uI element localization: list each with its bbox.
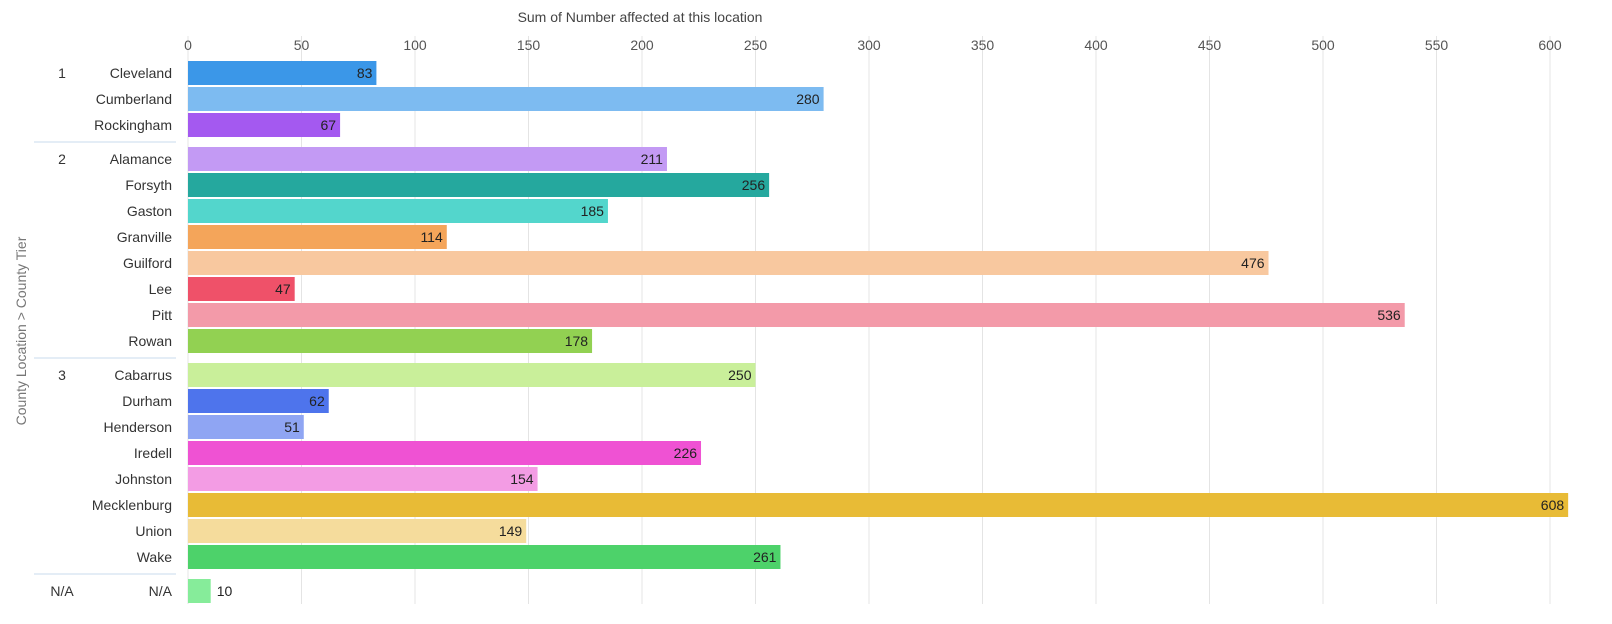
category-label: N/A bbox=[149, 583, 173, 599]
category-label: Pitt bbox=[152, 307, 172, 323]
data-label: 280 bbox=[796, 91, 820, 107]
data-label: 250 bbox=[728, 367, 752, 383]
data-label: 256 bbox=[742, 177, 766, 193]
category-label: Alamance bbox=[110, 151, 172, 167]
bar[interactable] bbox=[188, 173, 770, 197]
category-label: Iredell bbox=[134, 445, 172, 461]
bar[interactable] bbox=[188, 199, 608, 223]
tier-label: N/A bbox=[50, 583, 74, 599]
data-label: 51 bbox=[284, 419, 300, 435]
category-label: Durham bbox=[122, 393, 172, 409]
bar[interactable] bbox=[188, 389, 329, 413]
bar[interactable] bbox=[188, 61, 377, 85]
category-labels: 1 Cleveland Cumberland Rockingham 2 Alamance F… bbox=[34, 65, 176, 599]
data-label: 47 bbox=[275, 281, 291, 297]
data-label: 149 bbox=[499, 523, 523, 539]
bar[interactable] bbox=[188, 87, 824, 111]
category-label: Cumberland bbox=[96, 91, 172, 107]
data-label: 83 bbox=[357, 65, 373, 81]
category-label: Rowan bbox=[128, 333, 172, 349]
x-tick-label: 100 bbox=[403, 37, 427, 53]
bar[interactable] bbox=[188, 441, 702, 465]
data-label: 154 bbox=[510, 471, 534, 487]
x-tick-label: 550 bbox=[1425, 37, 1449, 53]
x-tick-label: 150 bbox=[517, 37, 541, 53]
category-label: Guilford bbox=[123, 255, 172, 271]
tier-label: 1 bbox=[58, 65, 66, 81]
bar[interactable] bbox=[188, 467, 538, 491]
category-label: Rockingham bbox=[94, 117, 172, 133]
x-tick-labels: 0 50 100 150 200 250 300 350 400 450 500 550 600 bbox=[184, 37, 1562, 53]
data-label: 178 bbox=[565, 333, 589, 349]
y-axis-title: County Location > County Tier bbox=[13, 236, 29, 425]
category-label: Cleveland bbox=[110, 65, 172, 81]
data-label: 67 bbox=[321, 117, 337, 133]
bar[interactable] bbox=[188, 363, 756, 387]
x-tick-label: 200 bbox=[630, 37, 654, 53]
data-label: 62 bbox=[309, 393, 325, 409]
x-tick-label: 350 bbox=[971, 37, 995, 53]
bar[interactable] bbox=[188, 545, 781, 569]
category-label: Union bbox=[135, 523, 172, 539]
data-label: 476 bbox=[1241, 255, 1265, 271]
bars-layer: 83 280 67 211 256 185 114 476 47 536 178 250 62 51 226… bbox=[188, 61, 1569, 603]
category-label: Forsyth bbox=[125, 177, 172, 193]
data-label: 185 bbox=[581, 203, 605, 219]
bar[interactable] bbox=[188, 113, 341, 137]
bar[interactable] bbox=[188, 277, 295, 301]
data-label: 261 bbox=[753, 549, 777, 565]
category-label: Henderson bbox=[104, 419, 173, 435]
bar[interactable] bbox=[188, 225, 447, 249]
tier-label: 3 bbox=[58, 367, 66, 383]
bar[interactable] bbox=[188, 415, 304, 439]
category-label: Lee bbox=[149, 281, 173, 297]
bar[interactable] bbox=[188, 251, 1269, 275]
bar[interactable] bbox=[188, 493, 1569, 517]
data-label: 226 bbox=[674, 445, 698, 461]
bar[interactable] bbox=[188, 303, 1405, 327]
category-label: Gaston bbox=[127, 203, 172, 219]
x-tick-label: 0 bbox=[184, 37, 192, 53]
category-label: Granville bbox=[117, 229, 172, 245]
data-label: 10 bbox=[217, 583, 233, 599]
data-label: 114 bbox=[420, 229, 443, 245]
data-label: 608 bbox=[1541, 497, 1565, 513]
x-tick-label: 500 bbox=[1311, 37, 1335, 53]
x-tick-label: 50 bbox=[294, 37, 310, 53]
category-label: Wake bbox=[137, 549, 172, 565]
bar[interactable] bbox=[188, 329, 593, 353]
category-label: Mecklenburg bbox=[92, 497, 172, 513]
x-tick-label: 600 bbox=[1538, 37, 1562, 53]
data-label: 536 bbox=[1377, 307, 1401, 323]
x-tick-label: 450 bbox=[1198, 37, 1222, 53]
x-tick-label: 300 bbox=[857, 37, 881, 53]
category-label: Cabarrus bbox=[114, 367, 172, 383]
category-label: Johnston bbox=[115, 471, 172, 487]
bar[interactable] bbox=[188, 579, 211, 603]
x-tick-label: 250 bbox=[744, 37, 768, 53]
x-axis-title: Sum of Number affected at this location bbox=[518, 9, 763, 25]
x-tick-label: 400 bbox=[1084, 37, 1108, 53]
data-label: 211 bbox=[641, 151, 664, 167]
tier-label: 2 bbox=[58, 151, 66, 167]
bar[interactable] bbox=[188, 519, 527, 543]
bar[interactable] bbox=[188, 147, 667, 171]
